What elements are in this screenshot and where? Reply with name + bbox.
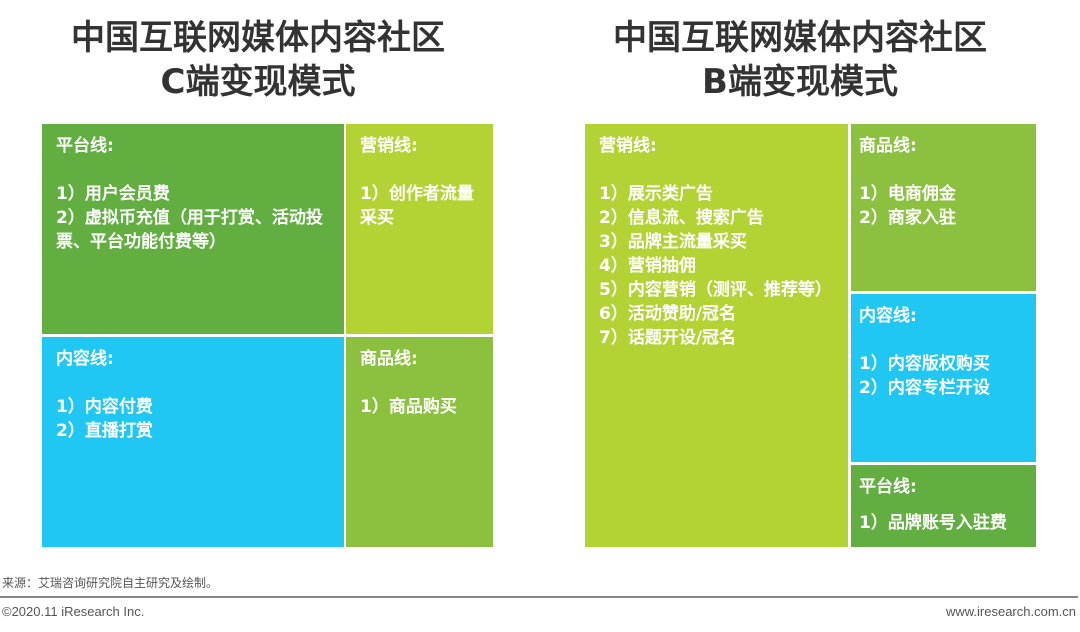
footer-divider bbox=[0, 596, 1078, 598]
right-commodity-box: 商品线: 1）电商佣金 2）商家入驻 bbox=[851, 124, 1036, 291]
box-item: 4）营销抽佣 bbox=[599, 256, 696, 276]
website: www.iresearch.com.cn bbox=[945, 604, 1076, 619]
left-title-line2: C端变现模式 bbox=[160, 62, 356, 102]
box-item: 6）活动赞助/冠名 bbox=[599, 304, 737, 324]
box-item: 1）品牌账号入驻费 bbox=[859, 513, 1007, 533]
box-heading: 内容线: bbox=[56, 349, 114, 369]
box-heading: 营销线: bbox=[599, 136, 657, 156]
box-item: 2）虚拟币充值（用于打赏、活动投票、平台功能付费等） bbox=[56, 208, 323, 252]
box-item: 2）内容专栏开设 bbox=[859, 378, 990, 398]
box-item: 1）展示类广告 bbox=[599, 184, 713, 204]
box-item: 1）电商佣金 bbox=[859, 184, 956, 204]
box-item: 2）直播打赏 bbox=[56, 421, 153, 441]
right-title-line2: B端变现模式 bbox=[702, 62, 898, 102]
source-note: 来源：艾瑞咨询研究院自主研究及绘制。 bbox=[2, 576, 219, 590]
box-item: 3）品牌主流量采买 bbox=[599, 232, 747, 252]
box-heading: 平台线: bbox=[56, 136, 114, 156]
right-content-box: 内容线: 1）内容版权购买 2）内容专栏开设 bbox=[851, 294, 1036, 462]
box-item: 5）内容营销（测评、推荐等） bbox=[599, 280, 832, 300]
box-item: 1）创作者流量采买 bbox=[360, 184, 474, 228]
right-marketing-box: 营销线: 1）展示类广告 2）信息流、搜索广告 3）品牌主流量采买 4）营销抽佣 5）内容… bbox=[585, 124, 848, 547]
box-heading: 商品线: bbox=[859, 136, 917, 156]
box-item: 1）用户会员费 bbox=[56, 184, 170, 204]
box-item: 2）商家入驻 bbox=[859, 208, 956, 228]
box-item: 1）商品购买 bbox=[360, 397, 457, 417]
box-heading: 商品线: bbox=[360, 349, 418, 369]
box-item: 1）内容付费 bbox=[56, 397, 153, 417]
box-heading: 营销线: bbox=[360, 136, 418, 156]
box-item: 2）信息流、搜索广告 bbox=[599, 208, 764, 228]
right-platform-box: 平台线: 1）品牌账号入驻费 bbox=[851, 465, 1036, 547]
box-item: 1）内容版权购买 bbox=[859, 354, 990, 374]
right-title: 中国互联网媒体内容社区 B端变现模式 bbox=[560, 16, 1040, 104]
box-heading: 内容线: bbox=[859, 306, 917, 326]
box-item: 7）话题开设/冠名 bbox=[599, 328, 737, 348]
left-title: 中国互联网媒体内容社区 C端变现模式 bbox=[18, 16, 498, 104]
right-title-line1: 中国互联网媒体内容社区 bbox=[613, 18, 987, 58]
left-commodity-box: 商品线: 1）商品购买 bbox=[346, 337, 493, 547]
copyright: ©2020.11 iResearch Inc. bbox=[2, 604, 145, 619]
left-marketing-box: 营销线: 1）创作者流量采买 bbox=[346, 124, 493, 334]
left-platform-box: 平台线: 1）用户会员费 2）虚拟币充值（用于打赏、活动投票、平台功能付费等） bbox=[42, 124, 344, 334]
left-title-line1: 中国互联网媒体内容社区 bbox=[71, 18, 445, 58]
box-heading: 平台线: bbox=[859, 477, 917, 497]
left-content-box: 内容线: 1）内容付费 2）直播打赏 bbox=[42, 337, 344, 547]
